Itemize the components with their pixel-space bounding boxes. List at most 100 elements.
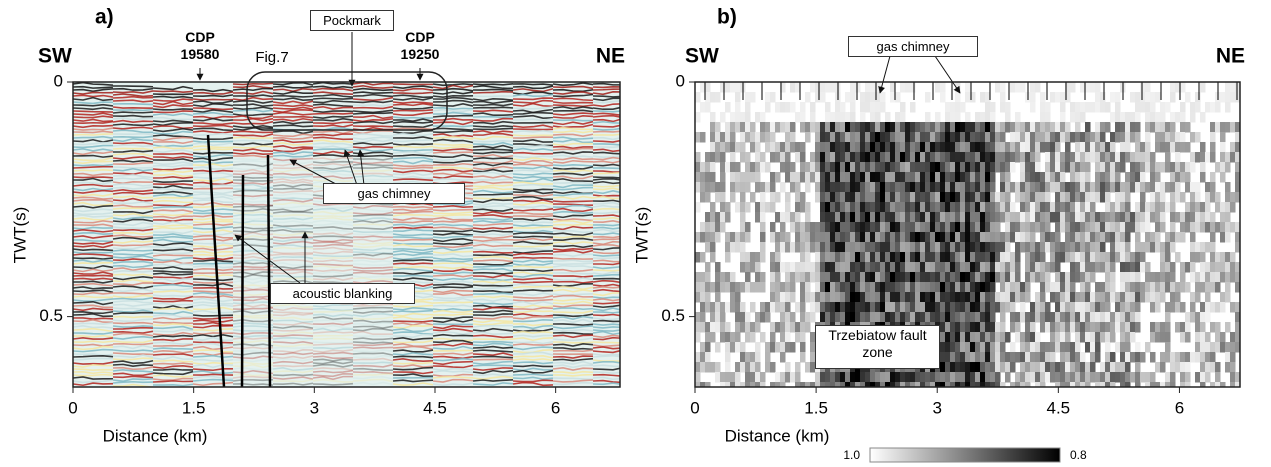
cell [905,372,911,383]
reflector [193,315,233,316]
cell [950,352,956,363]
cell [735,332,741,343]
cell [1050,242,1056,253]
cell [905,132,911,143]
cell [1015,122,1021,133]
cell [1060,202,1066,213]
cell [880,272,886,283]
cell [1205,182,1211,193]
cell [1095,92,1101,103]
cell [1065,142,1071,153]
cell [915,192,921,203]
cell [1055,92,1061,103]
cell [810,162,816,173]
cell [770,192,776,203]
cell [1175,282,1181,293]
cell [1230,192,1236,203]
cell [1225,202,1231,213]
cell [1135,152,1141,163]
cell [1135,322,1141,333]
cell [985,212,991,223]
cell [1215,302,1221,313]
cell [945,332,951,343]
cell [1170,352,1176,363]
cell [1070,312,1076,323]
cell [1085,222,1091,233]
cell [1205,102,1211,113]
cell [800,322,806,333]
cell [850,242,856,253]
cell [925,242,931,253]
cell [770,322,776,333]
cell [950,182,956,193]
cell [805,362,811,373]
cell [895,282,901,293]
reflector [593,239,633,240]
cell [765,182,771,193]
cell [880,92,886,103]
cell [880,242,886,253]
cell [890,172,896,183]
cell [785,302,791,313]
y-tick-label: 0.5 [661,306,685,325]
cell [835,162,841,173]
reflector [433,302,473,303]
cell [980,262,986,273]
cell [1025,202,1031,213]
cell [1220,172,1226,183]
cell [895,122,901,133]
cell [890,142,896,153]
cell [775,192,781,203]
cell [770,342,776,353]
cell [925,192,931,203]
reflector [113,229,153,230]
cell [895,132,901,143]
reflector [473,84,513,85]
cell [1175,212,1181,223]
reflector [553,350,593,351]
cell [840,292,846,303]
cell [960,322,966,333]
cell [725,362,731,373]
cell [975,122,981,133]
cell [1190,252,1196,263]
cell [720,312,726,323]
cell [845,292,851,303]
cell [1025,132,1031,143]
cell [940,92,946,103]
cell [1050,142,1056,153]
reflector [153,145,193,146]
cell [1145,102,1151,113]
cell [1140,192,1146,203]
cell [955,132,961,143]
cell [1090,262,1096,273]
cell [1165,282,1171,293]
reflector [113,104,153,105]
cell [755,342,761,353]
cell [710,132,716,143]
cell [865,262,871,273]
cell [885,132,891,143]
reflector [113,86,153,87]
cell [940,82,946,93]
cell [805,172,811,183]
cell [1010,182,1016,193]
cell [945,112,951,123]
cell [730,112,736,123]
cell [710,142,716,153]
cell [960,312,966,323]
cell [1230,222,1236,233]
cell [1035,172,1041,183]
cell [905,272,911,283]
cell [930,372,936,383]
cell [860,212,866,223]
cell [785,212,791,223]
reflector [433,350,473,351]
cell [1075,312,1081,323]
cell [870,102,876,113]
cell [960,232,966,243]
cell [835,142,841,153]
cell [1120,352,1126,363]
cell [1230,142,1236,153]
cell [1210,242,1216,253]
